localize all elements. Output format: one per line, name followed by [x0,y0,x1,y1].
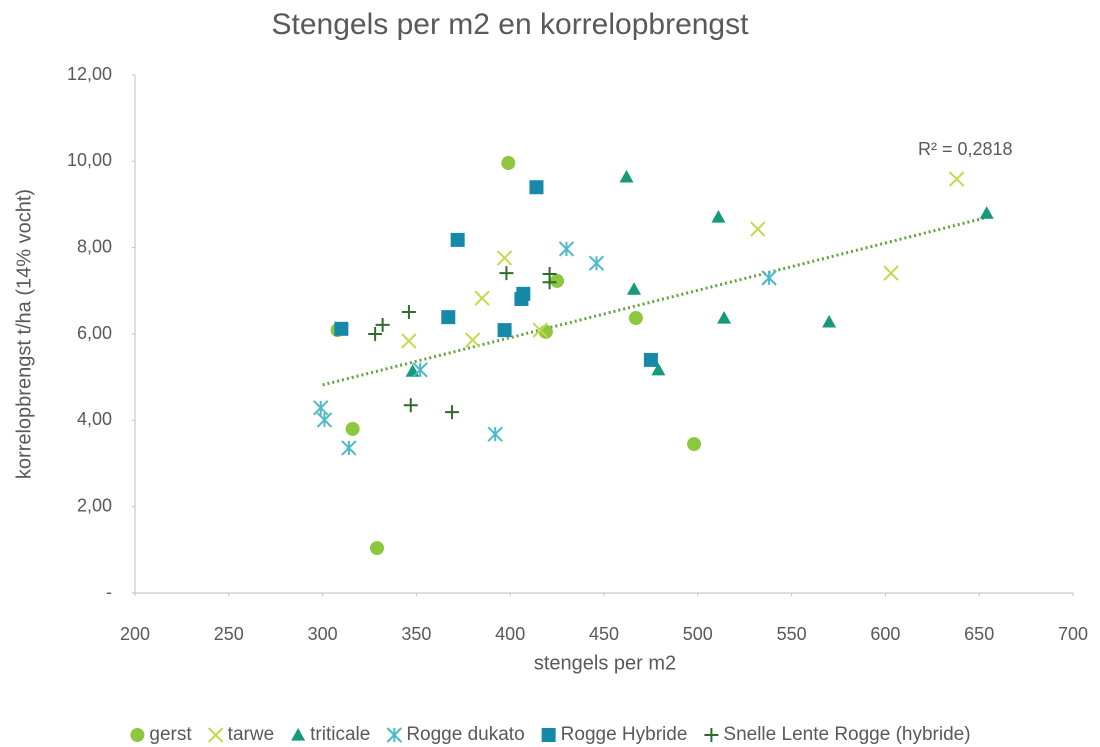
data-point [550,273,565,288]
legend-marker [386,727,403,743]
x-tick-label: 250 [214,624,244,644]
data-point [341,440,357,456]
data-point [313,400,329,416]
data-point [496,250,513,266]
y-tick-label: 10,00 [67,150,112,170]
data-point [445,405,460,420]
x-tick-label: 650 [964,624,994,644]
x-tick-label: 350 [401,624,431,644]
data-point [450,232,465,247]
data-point [499,266,514,281]
data-point [628,311,643,326]
data-point [403,398,418,413]
data-point [542,275,557,290]
data-point [711,210,726,223]
data-point [761,270,777,286]
data-point [588,255,605,271]
y-tick-label: - [106,582,112,602]
data-point [401,333,417,349]
data-point [345,421,360,436]
data-point [487,426,503,442]
data-point [532,322,548,338]
data-point [497,323,512,338]
x-tick-label: 200 [120,624,150,644]
data-point [717,311,732,324]
data-point [883,265,899,281]
data-point [375,317,390,332]
data-point [822,314,837,328]
data-point [627,282,642,295]
data-point [516,286,531,301]
legend-marker [291,728,306,741]
data-point [370,541,385,556]
trendline [322,215,988,387]
data-point [334,321,349,336]
legend-marker [130,728,145,742]
data-point [401,304,416,319]
legend-marker [541,728,556,742]
data-point [687,437,702,452]
data-point [948,171,965,187]
data-point [412,362,428,378]
data-point [979,206,994,219]
legend-label: triticale [310,724,370,745]
x-tick-label: 400 [495,624,525,644]
data-point [750,221,766,237]
y-tick-label: 8,00 [77,236,112,256]
y-tick-label: 2,00 [77,495,112,515]
data-point [501,156,516,171]
legend-marker [207,727,224,743]
r-squared-annotation: R² = 0,2818 [918,139,1013,159]
data-point [651,362,666,376]
data-point [643,352,658,367]
legend-label: Rogge Hybride [561,724,688,745]
x-tick-label: 450 [589,624,619,644]
data-point [474,290,490,306]
legend-marker [704,728,719,742]
legend: gerst tarwe triticale Rogge dukato Rogge Hyb… [130,724,971,745]
data-point [619,169,634,183]
y-tick-label: 12,00 [67,64,112,84]
legend-label: gerst [149,724,192,745]
data-point [558,241,575,257]
data-point [441,310,456,325]
data-point [368,327,383,341]
y-tick-label: 6,00 [77,323,112,343]
y-axis-label: korrelopbrengst t/ha (14% vocht) [13,189,35,479]
x-tick-label: 500 [683,624,713,644]
data-point [464,332,481,348]
legend-label: Snelle Lente Rogge (hybride) [723,724,970,745]
x-tick-label: 550 [777,624,807,644]
legend-label: Rogge dukato [406,724,524,745]
x-axis-label: stengels per m2 [534,652,676,674]
chart-title: Stengels per m2 en korrelopbrengst [272,8,750,41]
data-point [316,412,333,428]
y-tick-label: 4,00 [77,409,112,429]
data-point [529,180,544,195]
x-tick-label: 700 [1058,624,1088,644]
x-tick-label: 600 [870,624,900,644]
x-tick-label: 300 [308,624,338,644]
legend-label: tarwe [228,724,274,745]
